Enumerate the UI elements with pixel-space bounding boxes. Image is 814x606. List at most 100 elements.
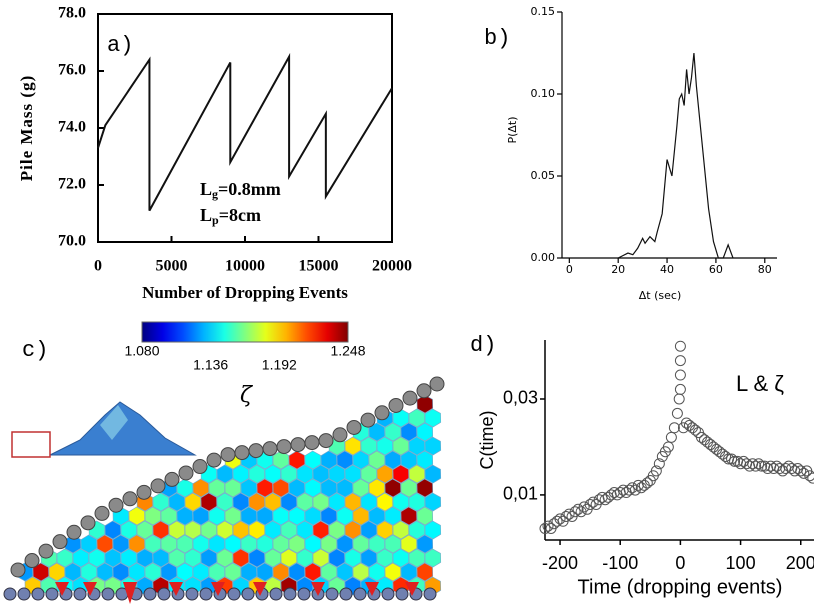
grain-cell (376, 492, 394, 512)
grain-cell (144, 562, 162, 582)
data-point (786, 463, 798, 475)
grain-cell (184, 548, 202, 568)
grain-cell (56, 548, 74, 568)
grain-cell (328, 464, 346, 484)
grain-cell (320, 506, 338, 526)
x-tick-label: 100 (726, 553, 756, 573)
grain-cell (304, 450, 322, 470)
data-point (653, 458, 665, 470)
grain-cell (200, 548, 218, 568)
grain-cell (280, 492, 298, 512)
panel: 0 5000 10000 15000 20000 70.0 72.0 74.0 76.0 78.0… (17, 5, 412, 302)
grain-cell (384, 422, 402, 442)
base-grain (185, 587, 199, 601)
grain-cell (424, 464, 442, 484)
data-point (735, 458, 747, 470)
surface-grain (178, 465, 194, 481)
data-point (578, 501, 590, 513)
grain-cell (256, 478, 274, 498)
surface-grain (80, 515, 96, 531)
grain-cell (352, 506, 370, 526)
grain-cell (352, 562, 370, 582)
grain-cell (232, 520, 250, 540)
grain-cell (344, 464, 362, 484)
grain-cell (96, 534, 114, 554)
surface-grain (276, 439, 292, 455)
x-tick-label: -100 (602, 553, 638, 573)
grain-cell (384, 534, 402, 554)
grain-cell (208, 506, 226, 526)
grain-cell (376, 464, 394, 484)
base-grain (423, 587, 437, 601)
grain-cell (320, 450, 338, 470)
grain-cell (232, 464, 250, 484)
grain-cell (336, 562, 354, 582)
grain-cell (408, 520, 426, 540)
grain-cell (312, 520, 330, 540)
grain-cell (72, 548, 90, 568)
data-point (762, 463, 774, 475)
surface-grain (290, 437, 306, 453)
grain-cell (240, 478, 258, 498)
grain-cell (192, 506, 210, 526)
grain-cell (264, 492, 282, 512)
surface-grain (192, 459, 208, 475)
grain-cell (416, 534, 434, 554)
y-tick-label: 0.15 (531, 5, 556, 18)
grain-cell (168, 492, 186, 512)
force-marker (83, 582, 97, 596)
data-point (650, 465, 662, 477)
panel-label: a) (107, 33, 133, 58)
grain-cell (400, 478, 418, 498)
annotation-sub: p (212, 213, 219, 227)
grain-cell (400, 422, 418, 442)
grain-cell (232, 548, 250, 568)
x-tick-label: 15000 (299, 258, 339, 275)
grain-cell (112, 562, 130, 582)
grain-cell (360, 492, 378, 512)
grain-cell (168, 548, 186, 568)
base-grain (269, 587, 283, 601)
grain-cell (384, 478, 402, 498)
grain-cell (112, 534, 130, 554)
grain-cell (328, 548, 346, 568)
data-point (756, 460, 768, 472)
grain-cell (296, 464, 314, 484)
force-marker (169, 582, 183, 596)
grain-cell (248, 464, 266, 484)
grain-cell (224, 534, 242, 554)
inset-pile (49, 401, 197, 456)
data-point (689, 424, 701, 436)
y-tick-label: 76.0 (58, 62, 86, 79)
grain-cell (360, 464, 378, 484)
grain-cell (208, 562, 226, 582)
inset-highlight (11, 431, 51, 458)
force-marker (311, 582, 325, 596)
grain-cell (120, 520, 138, 540)
force-marker (123, 582, 137, 604)
grain-cell (328, 492, 346, 512)
data-point (726, 453, 738, 465)
surface-grain (346, 419, 362, 435)
data-point (768, 463, 780, 475)
base-grain (157, 587, 171, 601)
grain-cell (128, 506, 146, 526)
grain-cell (280, 548, 298, 568)
surface-grain (10, 562, 26, 578)
grain-cell (424, 548, 442, 568)
y-tick-label: 72.0 (58, 176, 86, 193)
surface-grain (38, 543, 54, 559)
grain-cell (352, 534, 370, 554)
grain-cell (320, 562, 338, 582)
annotation: Lg=0.8mm (200, 179, 281, 201)
base-grain (17, 587, 31, 601)
grain-cell (368, 506, 386, 526)
data-point (626, 482, 638, 494)
annotation-main: L (200, 205, 212, 225)
annotation-sub: g (212, 187, 218, 201)
data-point (668, 422, 680, 434)
panel-label: c) (22, 338, 48, 363)
data-point (674, 383, 686, 395)
grain-cell (200, 492, 218, 512)
